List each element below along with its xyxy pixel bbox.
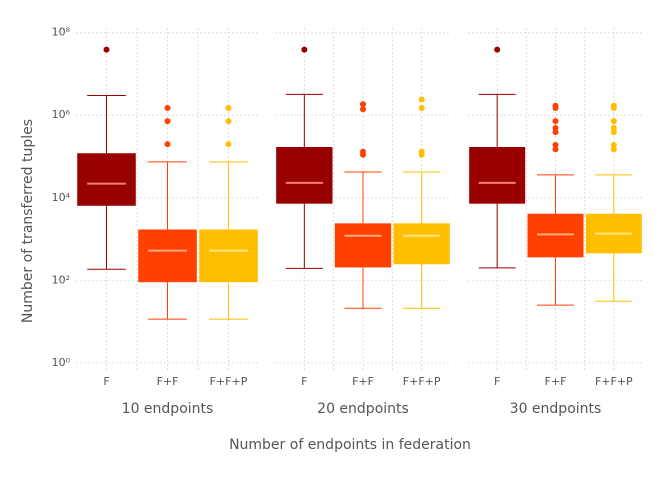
outlier [164,141,171,148]
x-tick-label: F [494,375,500,388]
outlier [225,141,232,148]
y-tick-label: 10⁰ [52,356,71,369]
outlier [418,151,425,158]
box [138,229,197,283]
x-tick-label: F+F [545,375,567,388]
y-tick-label: 10⁴ [52,191,71,204]
box [334,223,392,268]
outlier [610,129,617,136]
outlier [552,146,559,153]
outlier [164,118,171,125]
box [469,146,526,204]
y-tick-label: 10⁸ [52,26,71,39]
outlier [418,104,425,111]
x-tick-label: F [103,375,109,388]
outlier [610,104,617,111]
x-tick-label: F+F+P [403,375,441,388]
x-tick-label: F [301,375,307,388]
outlier [610,142,617,149]
x-tick-label: F+F [352,375,374,388]
x-axis-title: Number of endpoints in federation [229,437,471,453]
y-tick-label: 10² [52,273,70,286]
y-tick-label: 10⁶ [52,108,71,121]
y-axis-title: Number of transferred tuples [20,119,36,323]
box [527,213,584,258]
x-tick-label: F+F+P [210,375,248,388]
outlier [225,104,232,111]
outlier [552,142,559,149]
outlier [360,106,366,113]
x-tick-label: F+F [157,375,179,388]
outlier [552,104,559,111]
outlier [360,101,366,108]
outlier [225,118,232,125]
outlier [418,96,425,103]
outlier [164,104,171,111]
outlier [552,118,559,125]
outlier [494,46,501,53]
facet-label: 30 endpoints [510,401,602,417]
box [393,223,450,265]
outlier [103,46,110,53]
outlier [552,129,559,136]
facet-label: 10 endpoints [122,401,214,417]
outlier [301,46,308,53]
outlier [610,118,617,125]
box [77,153,136,206]
facet-label: 20 endpoints [317,401,409,417]
outlier [360,151,366,158]
box [199,229,258,283]
x-tick-label: F+F+P [595,375,633,388]
box [276,146,333,204]
outlier [610,146,617,153]
